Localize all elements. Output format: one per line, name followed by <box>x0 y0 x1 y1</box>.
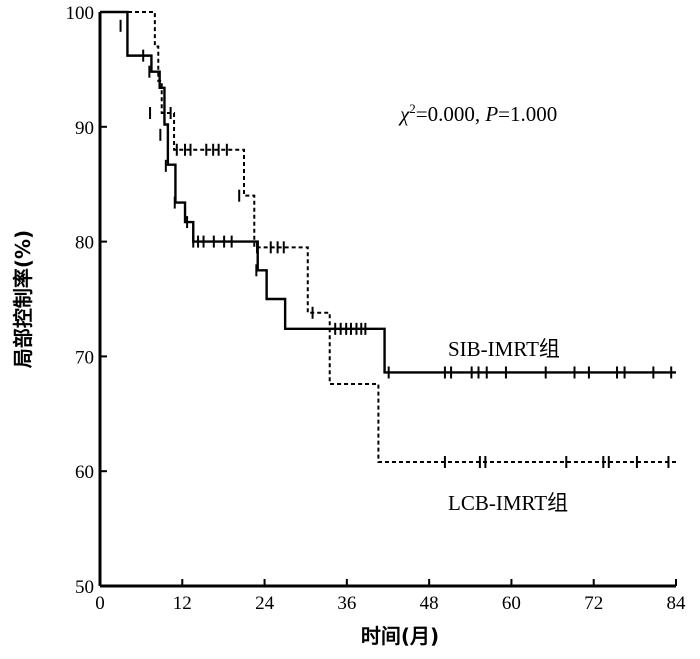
series-line <box>100 10 676 374</box>
x-tick-label: 60 <box>502 593 521 614</box>
y-axis-title: 局部控制率(%) <box>11 230 35 369</box>
p-symbol: P <box>484 102 498 126</box>
series-sib-imrt <box>100 10 676 379</box>
y-ticks: 50 60 70 80 90 100 <box>66 3 107 598</box>
y-tick-label: 90 <box>75 118 94 139</box>
x-tick-label: 12 <box>173 593 192 614</box>
x-tick-label: 72 <box>584 593 603 614</box>
x-ticks: 0 12 24 36 48 60 72 84 <box>95 579 686 614</box>
stat-annotation: χ2=0.000, P=1.000 <box>398 101 557 126</box>
y-tick-label: 100 <box>66 3 95 24</box>
series-label-lcb: LCB-IMRT组 <box>448 491 568 515</box>
series-label-sib: SIB-IMRT组 <box>448 337 560 361</box>
chi-symbol: χ <box>398 102 410 126</box>
y-tick-label: 60 <box>75 462 94 483</box>
x-tick-label: 84 <box>667 593 687 614</box>
chi-superscript: 2 <box>409 101 416 116</box>
x-tick-label: 48 <box>420 593 439 614</box>
series-line <box>100 11 676 464</box>
series-layer <box>100 10 676 469</box>
series-lcb-imrt <box>100 11 676 469</box>
y-tick-label: 80 <box>75 233 94 254</box>
x-axis-title: 时间(月) <box>361 624 439 648</box>
y-tick-label: 50 <box>75 577 94 598</box>
x-tick-label: 36 <box>337 593 356 614</box>
y-tick-label: 70 <box>75 347 94 368</box>
chi-value: =0.000, <box>416 102 486 126</box>
x-tick-label: 24 <box>255 593 275 614</box>
x-tick-label: 0 <box>95 593 105 614</box>
p-value: =1.000 <box>498 102 557 126</box>
